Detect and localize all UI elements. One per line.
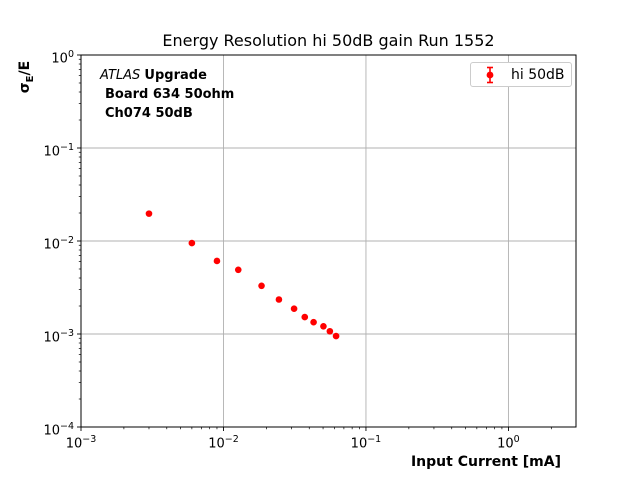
annotation-line-1: ATLAS Upgrade (100, 66, 234, 85)
data-point (310, 318, 317, 326)
y-tick-label: 10−4 (43, 421, 74, 439)
ylabel-subscript: E (24, 75, 36, 83)
data-point (234, 266, 242, 274)
data-point (290, 305, 298, 313)
data-point (258, 282, 265, 290)
data-point (188, 239, 196, 247)
data-point (145, 210, 153, 217)
legend-errorbar-icon (486, 66, 494, 83)
data-point (320, 323, 327, 330)
annotation-line-2: Board 634 50ohm (105, 87, 235, 102)
data-point (326, 327, 334, 335)
ylabel-sigma: σ (17, 82, 33, 94)
data-point (275, 296, 283, 303)
data-point (332, 332, 340, 340)
data-point (301, 313, 309, 321)
annotation-line-3: Ch074 50dB (105, 106, 193, 121)
x-tick-label: 10−1 (350, 434, 382, 452)
y-tick-label: 10−2 (43, 235, 74, 253)
x-axis-label: Input Current [mA] (410, 454, 561, 470)
chart-title: Energy Resolution hi 50dB gain Run 1552 (162, 31, 495, 50)
y-tick-label: 10−1 (43, 142, 74, 160)
x-tick-label: 10−3 (65, 434, 97, 452)
x-tick-label: 10−2 (208, 434, 239, 452)
plot-border (80, 54, 577, 428)
x-tick-label: 100 (497, 434, 520, 452)
y-tick-label: 10−3 (43, 328, 74, 346)
annotation-program: Upgrade (144, 68, 207, 83)
legend-box[interactable]: hi 50dB (470, 62, 572, 87)
y-tick-label: 100 (51, 49, 74, 67)
legend-entry-label: hi 50dB (511, 66, 565, 83)
annotation-experiment: ATLAS (100, 68, 141, 83)
plot-annotation: ATLAS Upgrade Board 634 50ohm Ch074 50dB (100, 66, 234, 123)
data-point (213, 257, 221, 265)
